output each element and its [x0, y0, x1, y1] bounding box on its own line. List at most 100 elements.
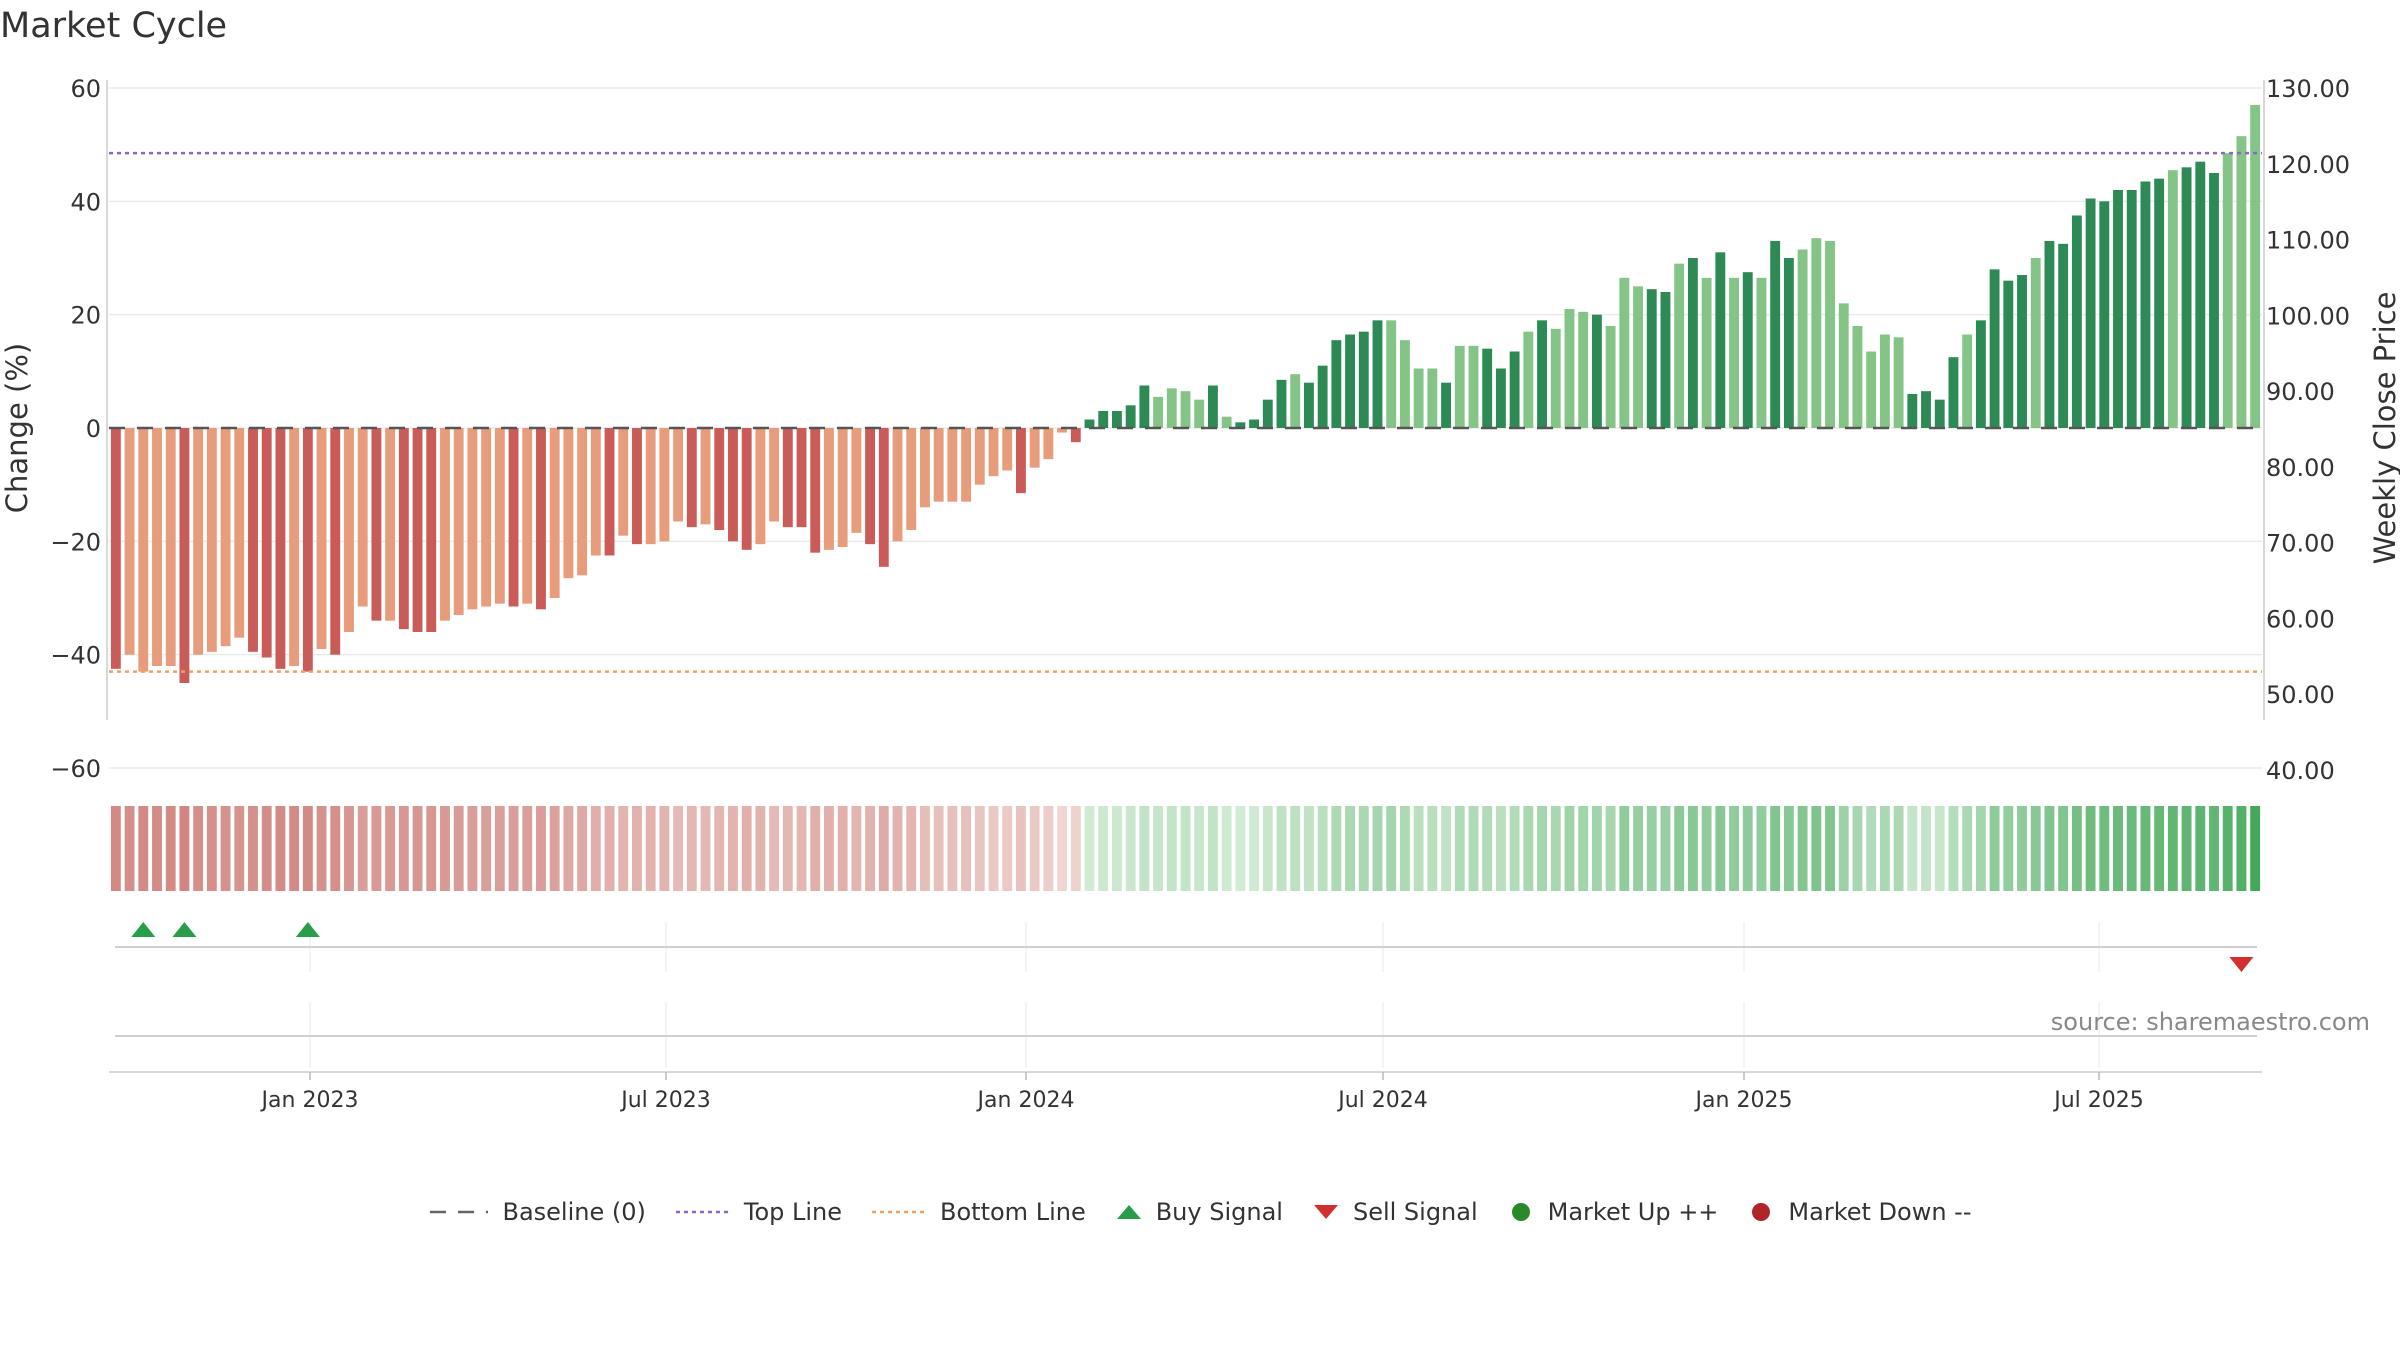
heat-cell — [1057, 806, 1068, 891]
bar — [1358, 331, 1369, 428]
heat-cell — [1825, 806, 1835, 891]
heat-cell — [700, 806, 711, 891]
heat-cell — [1166, 806, 1177, 891]
heat-cell — [1893, 806, 1904, 891]
bar — [1495, 368, 1506, 428]
legend-item-market-down[interactable]: Market Down -- — [1746, 1198, 1972, 1226]
bar — [1413, 368, 1424, 428]
heat-cell — [1523, 806, 1534, 891]
y2-axis-title: Weekly Close Price — [2368, 292, 2400, 565]
bar — [974, 428, 985, 485]
heat-cell — [590, 806, 601, 891]
bar — [344, 428, 354, 632]
bar — [467, 428, 478, 610]
bar — [220, 428, 231, 647]
heat-cell — [1646, 806, 1657, 891]
heat-cell — [289, 806, 300, 891]
heat-cell — [1345, 806, 1355, 891]
heat-cell — [1509, 806, 1520, 891]
heat-cell — [851, 806, 862, 891]
heat-cell — [810, 806, 821, 891]
legend-item-market-up[interactable]: Market Up ++ — [1506, 1198, 1718, 1226]
legend-item-baseline[interactable]: Baseline (0) — [428, 1198, 646, 1226]
heat-cell — [302, 806, 313, 891]
bar — [2071, 215, 2082, 428]
heat-cell — [1016, 806, 1026, 891]
buy-signal-marker — [172, 922, 197, 937]
heat-cell — [206, 806, 217, 891]
legend-item-bottom-line[interactable]: Bottom Line — [870, 1198, 1086, 1226]
bar — [2017, 275, 2027, 428]
bar — [1674, 263, 1685, 428]
heat-cell — [1756, 806, 1767, 891]
buy-signal-marker — [131, 922, 156, 937]
bar — [755, 428, 766, 545]
y2-tick-label: 120.00 — [2266, 151, 2350, 179]
heat-cell — [961, 806, 972, 891]
heat-cell — [824, 806, 834, 891]
heat-cell — [645, 806, 656, 891]
heat-cell — [1372, 806, 1383, 891]
heat-cell — [234, 806, 245, 891]
heat-cell — [1249, 806, 1260, 891]
heat-cell — [2099, 806, 2110, 891]
heat-cell — [261, 806, 272, 891]
bar — [536, 428, 546, 610]
bar — [385, 428, 396, 621]
y-axis-title: Change (%) — [0, 343, 34, 513]
heat-cell — [837, 806, 848, 891]
bar — [138, 428, 149, 672]
bar — [522, 428, 533, 604]
bar — [1564, 309, 1575, 428]
heat-cell — [508, 806, 519, 891]
heat-cell — [1934, 806, 1945, 891]
y-tick-label: 0 — [86, 415, 101, 443]
heat-cell — [1276, 806, 1287, 891]
bar — [2209, 173, 2219, 428]
heat-cell — [1441, 806, 1451, 891]
heat-cell — [1427, 806, 1438, 891]
legend-label: Market Down -- — [1788, 1198, 1972, 1226]
heat-cell — [1962, 806, 1973, 891]
bar — [152, 428, 162, 666]
legend-label: Top Line — [743, 1198, 843, 1226]
bar — [659, 428, 670, 542]
heat-cell — [878, 806, 889, 891]
bar — [2126, 190, 2137, 428]
heat-cell — [179, 806, 190, 891]
bar — [289, 428, 300, 666]
heat-cell — [2071, 806, 2082, 891]
x-tick-label: Jan 2024 — [976, 1088, 1075, 1113]
heat-cell — [124, 806, 135, 891]
bar — [1989, 269, 2000, 428]
bar — [2003, 280, 2014, 428]
legend-item-buy-signal[interactable]: Buy Signal — [1114, 1198, 1283, 1226]
bar — [1866, 351, 1877, 428]
chart-title: Market Cycle — [0, 6, 228, 46]
bar — [234, 428, 245, 638]
heat-cell — [1989, 806, 2000, 891]
y2-tick-label: 60.00 — [2266, 605, 2335, 633]
bar — [330, 428, 341, 655]
heat-cell — [1838, 806, 1849, 891]
down-triangle-icon — [1313, 1205, 1338, 1219]
bar — [481, 428, 492, 607]
heat-cell — [782, 806, 793, 891]
legend-item-sell-signal[interactable]: Sell Signal — [1311, 1198, 1478, 1226]
y2-tick-label: 90.00 — [2266, 378, 2335, 406]
bar — [1427, 368, 1438, 428]
bar — [1070, 428, 1081, 443]
heat-cell — [618, 806, 629, 891]
bar — [1153, 396, 1164, 428]
bar — [1783, 258, 1794, 428]
heat-cell — [988, 806, 999, 891]
bar — [2058, 243, 2069, 428]
bar — [1934, 399, 1945, 428]
heat-cell — [906, 806, 917, 891]
heat-cell — [152, 806, 162, 891]
bar — [1825, 241, 1835, 428]
bar — [1468, 345, 1479, 428]
heat-cell — [741, 806, 752, 891]
legend-item-top-line[interactable]: Top Line — [674, 1198, 842, 1226]
heat-cell — [632, 806, 642, 891]
